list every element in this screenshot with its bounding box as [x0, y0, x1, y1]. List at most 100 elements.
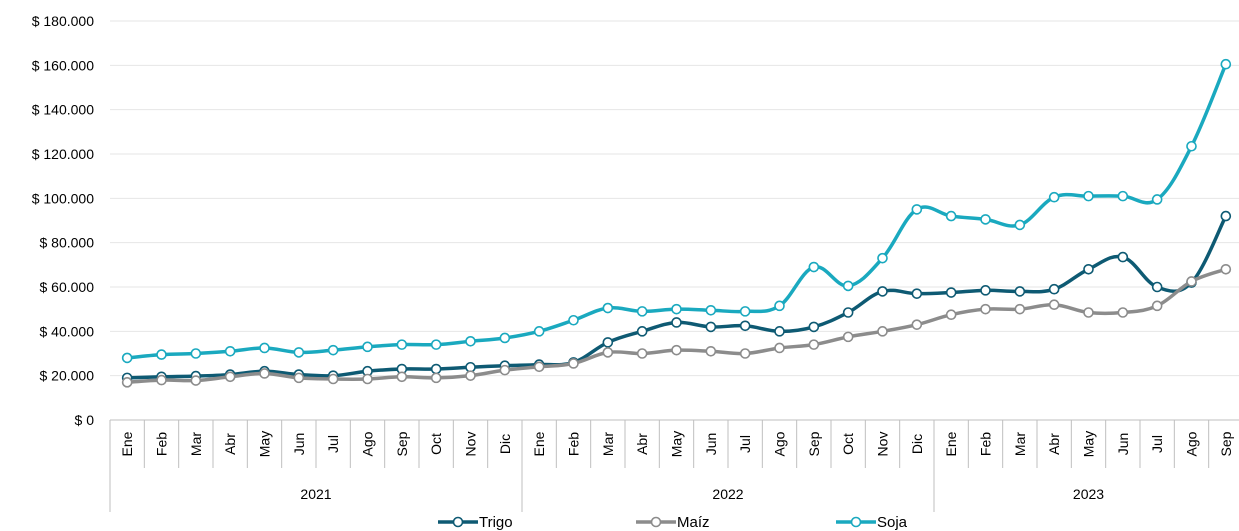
y-tick-label: $ 20.000 — [40, 368, 95, 384]
data-point-trigo — [1014, 286, 1026, 297]
data-point-maiz — [774, 342, 785, 354]
x-tick-label: Jun — [703, 433, 719, 456]
x-tick-label: Feb — [154, 432, 170, 456]
x-tick-label: Sep — [394, 431, 410, 456]
data-point-soja — [396, 339, 408, 350]
data-point-maiz — [190, 375, 202, 386]
data-point-soja — [739, 306, 751, 317]
x-tick-label: Oct — [428, 433, 444, 455]
data-point-trigo — [774, 326, 785, 337]
data-point-trigo — [1117, 251, 1129, 263]
data-point-soja — [430, 339, 442, 350]
data-point-trigo — [1048, 283, 1060, 295]
data-point-trigo — [980, 285, 991, 296]
x-tick-label: May — [1081, 431, 1097, 457]
data-point-trigo — [671, 317, 682, 328]
data-point-maiz — [156, 374, 167, 386]
y-tick-label: $ 120.000 — [32, 146, 94, 162]
data-point-trigo — [808, 321, 820, 333]
data-point-soja — [465, 336, 476, 347]
data-point-soja — [774, 300, 785, 312]
x-tick-label: Jun — [291, 433, 307, 456]
x-tick-label: Mar — [188, 432, 204, 456]
data-point-trigo — [739, 320, 751, 332]
data-point-soja — [156, 349, 167, 360]
data-point-trigo — [877, 286, 888, 297]
data-point-soja — [911, 204, 923, 215]
year-label: 2023 — [1073, 486, 1104, 502]
gridlines — [110, 20, 1239, 377]
data-point-maiz — [1117, 307, 1129, 318]
x-tick-label: Dic — [909, 434, 925, 454]
data-point-maiz — [1083, 307, 1094, 318]
y-tick-label: $ 100.000 — [32, 190, 94, 206]
data-point-soja — [1048, 191, 1060, 203]
data-point-soja — [1117, 190, 1129, 202]
data-point-maiz — [533, 361, 545, 373]
data-point-soja — [224, 345, 236, 357]
data-point-soja — [327, 344, 339, 356]
x-tick-label: Feb — [566, 432, 582, 456]
data-point-maiz — [636, 348, 648, 359]
data-point-soja — [636, 306, 648, 317]
legend-label-soja: Soja — [877, 514, 908, 531]
x-tick-label: Ago — [772, 431, 788, 456]
x-tick-label: Mar — [600, 432, 616, 456]
data-point-maiz — [327, 373, 339, 385]
data-point-soja — [705, 304, 717, 316]
data-point-trigo — [705, 321, 717, 333]
y-tick-label: $ 160.000 — [32, 57, 94, 73]
data-point-maiz — [1186, 276, 1197, 287]
data-point-soja — [499, 332, 511, 344]
legend-marker-soja — [850, 516, 862, 528]
data-point-maiz — [877, 326, 888, 337]
data-point-trigo — [1151, 281, 1163, 293]
y-tick-label: $ 180.000 — [32, 13, 94, 29]
data-point-maiz — [602, 347, 614, 358]
data-point-trigo — [430, 363, 442, 375]
series-trigo — [121, 210, 1232, 384]
x-tick-label: May — [669, 431, 685, 457]
data-point-maiz — [911, 319, 923, 330]
data-point-soja — [259, 342, 270, 354]
data-point-maiz — [1014, 303, 1026, 315]
data-point-maiz — [396, 371, 408, 383]
data-point-maiz — [568, 358, 579, 369]
y-tick-label: $ 80.000 — [40, 235, 95, 251]
data-point-soja — [1083, 190, 1094, 202]
data-point-maiz — [259, 368, 270, 379]
data-point-soja — [568, 314, 579, 326]
data-point-soja — [293, 347, 305, 358]
data-point-maiz — [842, 331, 854, 343]
data-point-maiz — [945, 309, 957, 321]
data-point-maiz — [705, 345, 717, 357]
x-tick-label: Ene — [119, 431, 135, 456]
legend-label-trigo: Trigo — [479, 514, 513, 531]
data-point-maiz — [121, 377, 133, 388]
x-tick-label: Ene — [531, 431, 547, 456]
data-point-maiz — [430, 372, 442, 384]
x-tick-label: Dic — [497, 434, 513, 454]
series-soja — [121, 58, 1232, 364]
data-point-soja — [190, 348, 202, 359]
data-point-maiz — [465, 370, 476, 381]
x-tick-label: Feb — [978, 432, 994, 456]
x-tick-label: Ago — [1184, 431, 1200, 456]
data-point-maiz — [1048, 299, 1060, 311]
data-point-trigo — [602, 337, 614, 348]
data-point-maiz — [362, 373, 373, 385]
legend-marker-trigo — [452, 516, 464, 528]
x-tick-label: Abr — [222, 433, 238, 455]
data-point-maiz — [671, 344, 682, 356]
legend: Trigo Maíz Soja — [438, 514, 908, 531]
x-tick-label: Ago — [360, 431, 376, 456]
data-point-maiz — [808, 339, 820, 350]
x-tick-label: Abr — [1046, 433, 1062, 455]
data-point-soja — [1186, 140, 1197, 152]
data-point-maiz — [1220, 263, 1232, 275]
data-point-soja — [808, 261, 820, 273]
data-point-maiz — [980, 303, 991, 315]
y-tick-label: $ 0 — [75, 412, 95, 428]
legend-marker-maiz — [650, 516, 662, 528]
